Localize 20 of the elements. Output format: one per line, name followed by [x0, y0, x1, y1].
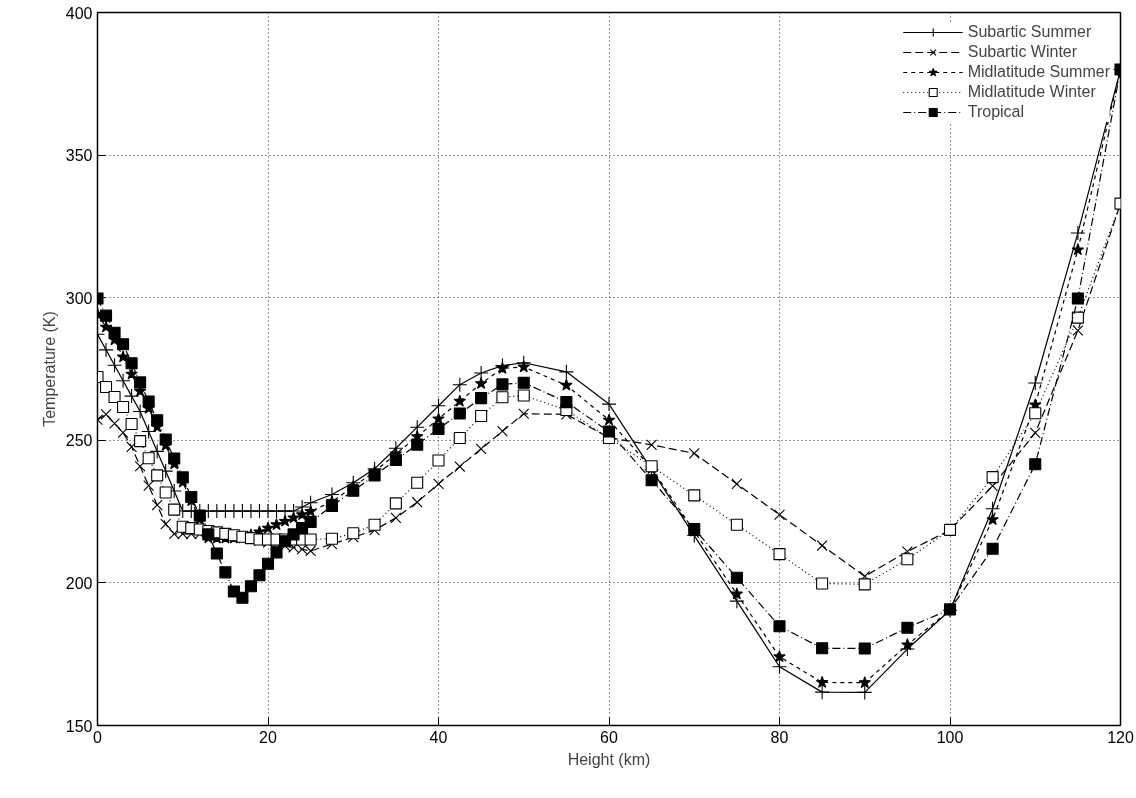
legend-label: Midlatitude Winter — [967, 83, 1096, 101]
x-tick-label: 0 — [93, 728, 103, 746]
x-tick-label: 100 — [936, 728, 964, 746]
legend-label: Subartic Winter — [967, 43, 1078, 61]
y-tick-label: 350 — [65, 147, 93, 165]
x-tick-label: 80 — [770, 728, 789, 746]
x-tick-label: 120 — [1107, 728, 1134, 746]
legend-label: Midlatitude Summer — [967, 63, 1110, 81]
y-tick-label: 400 — [65, 4, 93, 22]
x-tick-label: 60 — [600, 728, 618, 746]
y-tick-label: 150 — [65, 717, 93, 735]
y-tick-label: 200 — [65, 574, 93, 592]
y-axis-title: Temperature (K) — [40, 311, 58, 427]
x-tick-label: 40 — [429, 728, 448, 746]
y-tick-label: 300 — [65, 289, 93, 307]
legend-label: Tropical — [967, 103, 1025, 121]
legend-label: Subartic Summer — [967, 23, 1092, 41]
x-axis-title: Height (km) — [567, 750, 651, 768]
x-tick-label: 20 — [259, 728, 277, 746]
y-tick-label: 250 — [65, 432, 93, 450]
